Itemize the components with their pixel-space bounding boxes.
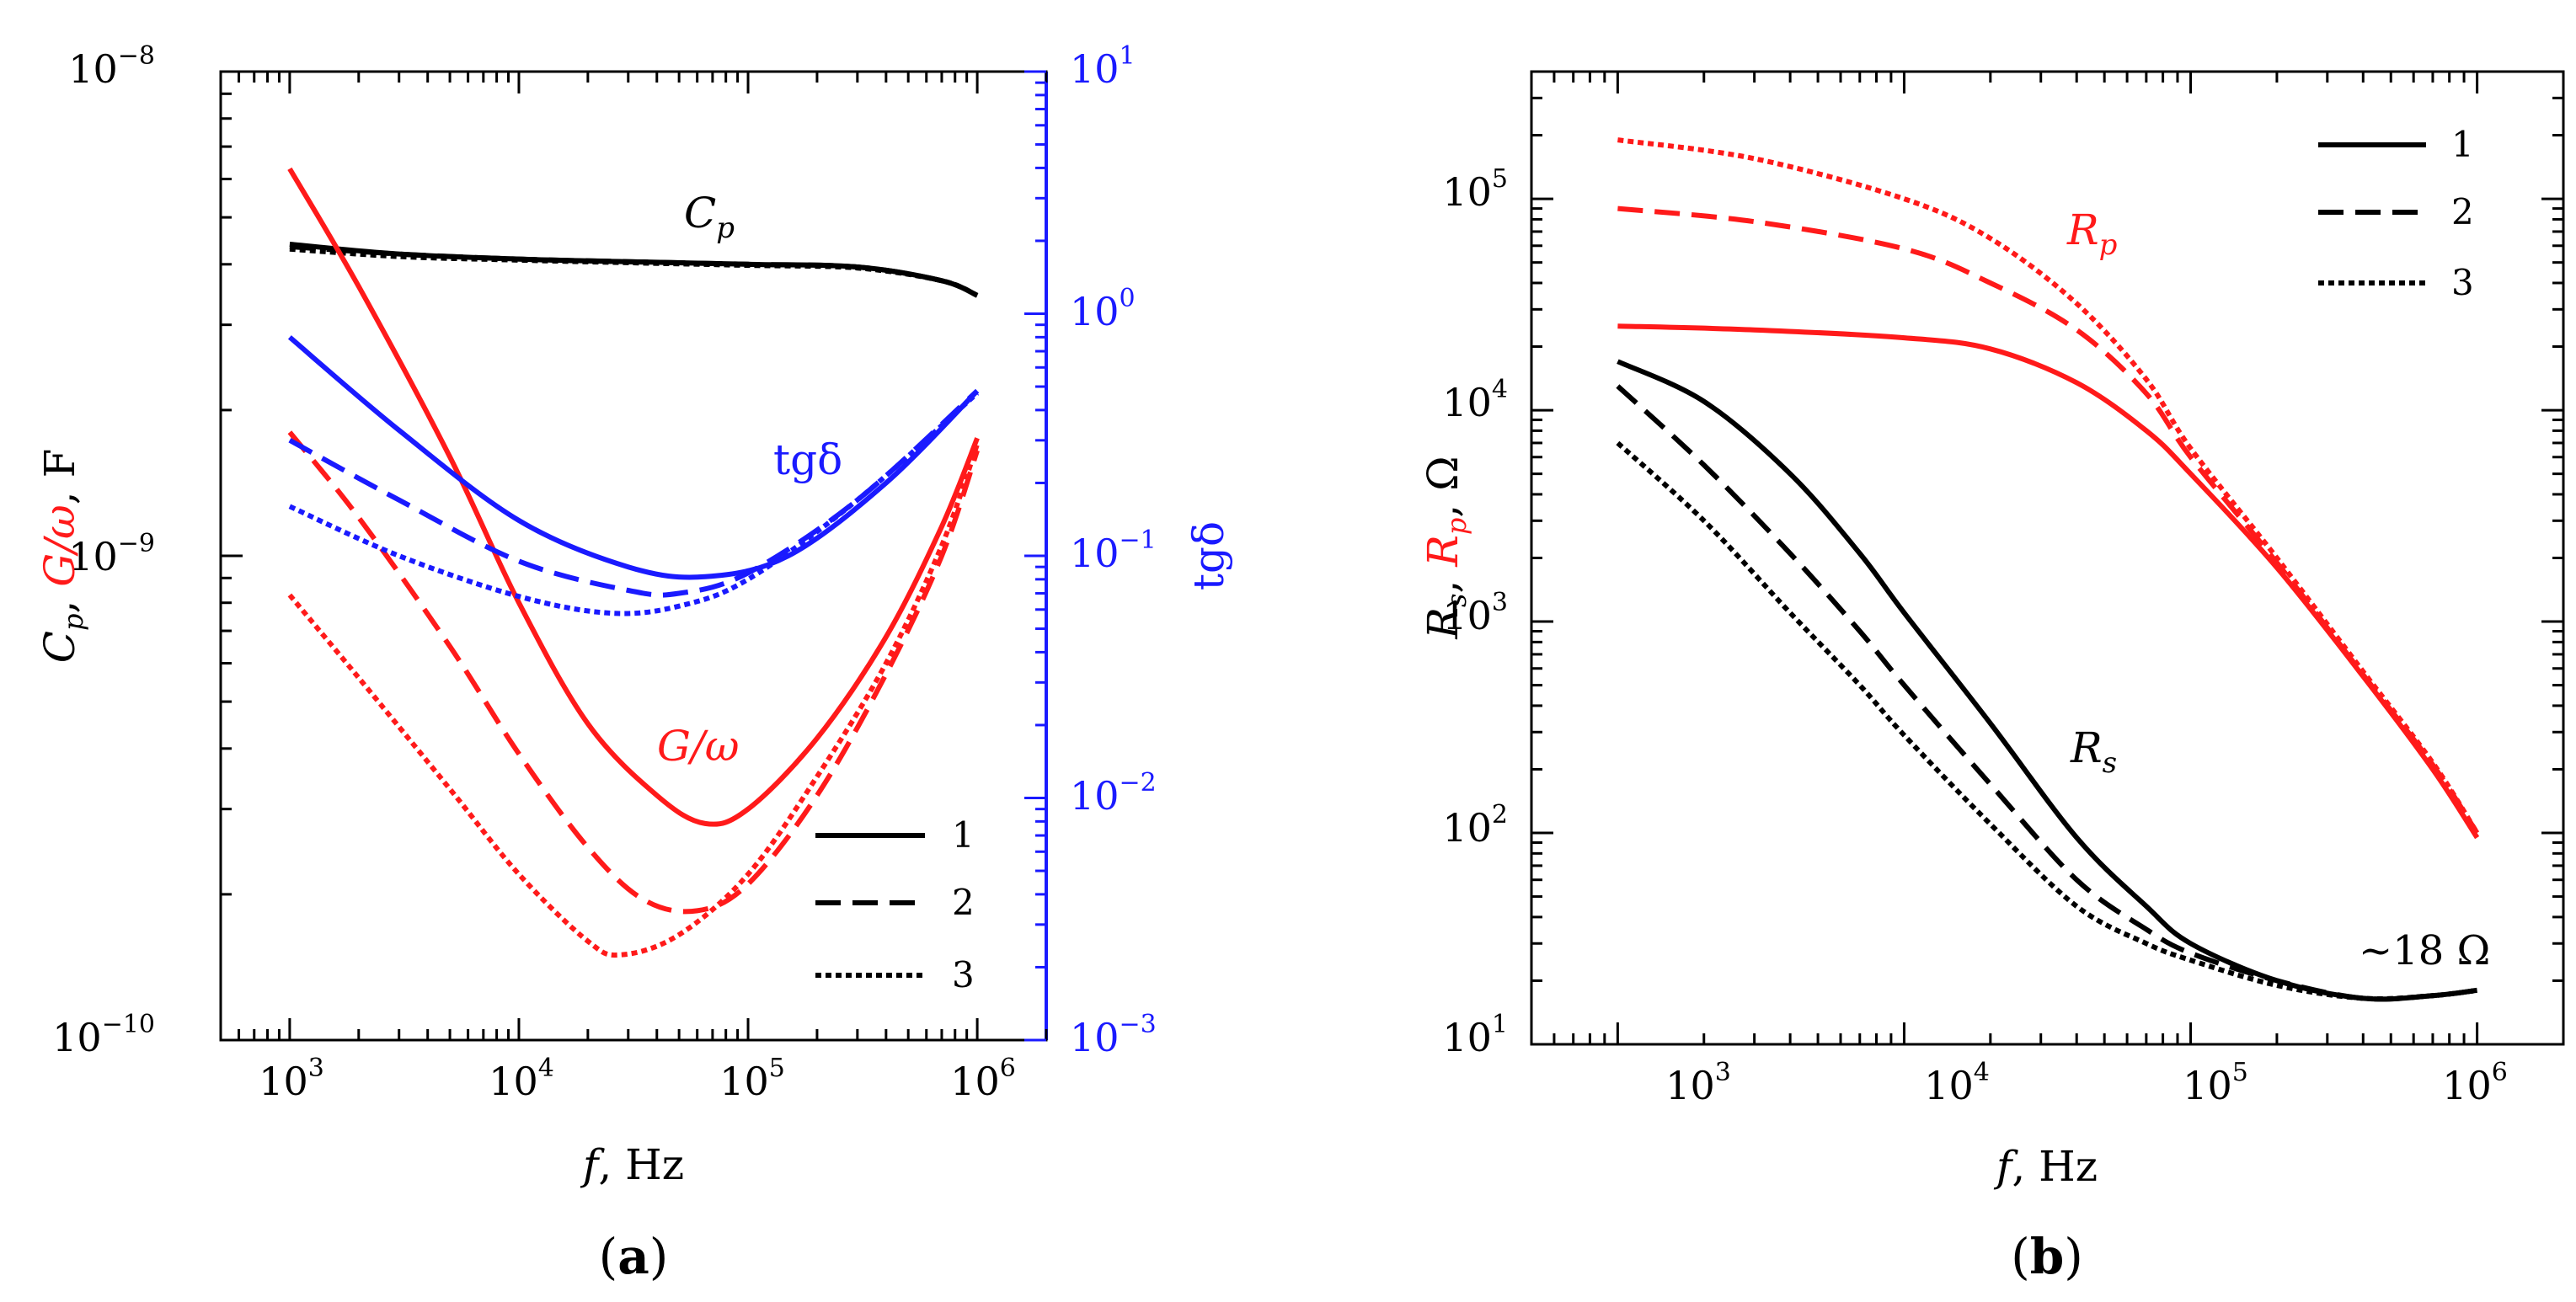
panel-a-legend-label: 2 [952, 882, 975, 923]
panel-a-legend: 1 2 3 [815, 814, 975, 995]
panel-b-xlabel: f, Hz [1993, 1142, 2098, 1191]
panel-b-xtick-label: 105 [2183, 1058, 2248, 1108]
series-line-g-2 [287, 430, 980, 915]
panel-b-annotation-18ohm: ~18 Ω [2359, 927, 2490, 974]
series-line-rp-2 [1617, 205, 2480, 835]
series-line-rs-1 [1617, 359, 2477, 1002]
panel-b-ytick-label: 103 [1442, 588, 1508, 638]
panel-a-xtick-label: 103 [259, 1054, 324, 1104]
panel-a-ytick-label: 10−9 [68, 529, 155, 579]
panel-b-frame [1530, 70, 2565, 1046]
panel-a-ylabel: Cp, G/ω, F [35, 449, 89, 664]
panel-a-y2label: tgδ [1184, 521, 1233, 590]
series-line-g-3 [287, 443, 980, 958]
panel-a-y2tick-label: 101 [1070, 41, 1136, 92]
panel-a-plot-marks [287, 167, 980, 958]
panel-b-xtick-label: 103 [1665, 1058, 1731, 1108]
panel-a-xtick-label: 104 [489, 1054, 554, 1104]
series-line-rp-1 [1617, 323, 2480, 840]
panel-a-xlabel: f, Hz [580, 1140, 684, 1189]
panel-b-plot-marks [1616, 137, 2480, 1002]
series-line-g-1 [287, 167, 980, 827]
panel-a-annotation-tgd: tgδ [773, 435, 842, 484]
panel-b-xtick-label: 106 [2442, 1058, 2508, 1108]
series-line-rs-2 [1616, 384, 2477, 1002]
panel-a-ytick-label: 10−10 [52, 1010, 155, 1060]
panel-b: 103 104 105 106 101 102 103 104 105 f, H… [1419, 70, 2565, 1285]
panel-a-ticks [219, 70, 1048, 1042]
series-line-tg-1 [287, 335, 980, 580]
panel-b-annotation-rs: Rs [2070, 723, 2117, 780]
panel-a: 103 104 105 106 10−10 10−9 10−8 10−3 10−… [35, 41, 1233, 1285]
series-line-cp-3 [289, 246, 979, 298]
panel-b-legend-label: 1 [2451, 124, 2474, 165]
panel-a-legend-label: 1 [952, 814, 975, 856]
series-line-cp-1 [289, 242, 979, 298]
panel-a-y2tick-label: 100 [1070, 284, 1136, 334]
panel-b-legend-label: 2 [2451, 191, 2474, 232]
series-line-rp-3 [1617, 137, 2480, 835]
panel-b-ticks [1530, 70, 2565, 1046]
panel-b-ytick-label: 105 [1442, 164, 1508, 215]
series-line-tg-3 [288, 391, 980, 616]
panel-a-y2tick-label: 10−1 [1070, 526, 1157, 576]
panel-a-annotation-cp: Cp [684, 189, 735, 245]
panel-a-xtick-label: 106 [950, 1054, 1016, 1104]
panel-b-ytick-label: 101 [1442, 1010, 1508, 1060]
panel-b-legend: 1 2 3 [2318, 124, 2474, 303]
series-line-tg-2 [288, 388, 980, 598]
panel-a-xtick-label: 105 [719, 1054, 785, 1104]
panel-b-xtick-label: 104 [1924, 1058, 1990, 1108]
panel-a-y2tick-label: 10−3 [1070, 1010, 1157, 1060]
panel-a-ytick-label: 10−8 [68, 41, 155, 92]
series-line-rs-3 [1616, 440, 2477, 1001]
panel-b-ytick-label: 104 [1442, 375, 1508, 425]
panel-b-label: (b) [2011, 1228, 2083, 1285]
panel-b-ylabel: Rs, Rp, Ω [1419, 456, 1472, 639]
panel-a-annotation-gw: G/ω [657, 722, 740, 771]
panel-b-legend-label: 3 [2451, 262, 2474, 303]
panel-b-annotation-rp: Rp [2066, 205, 2117, 262]
panel-a-y2tick-label: 10−2 [1070, 768, 1157, 819]
panel-a-label: (a) [599, 1228, 669, 1285]
panel-b-ytick-label: 102 [1442, 800, 1508, 851]
panel-a-legend-label: 3 [952, 954, 975, 995]
